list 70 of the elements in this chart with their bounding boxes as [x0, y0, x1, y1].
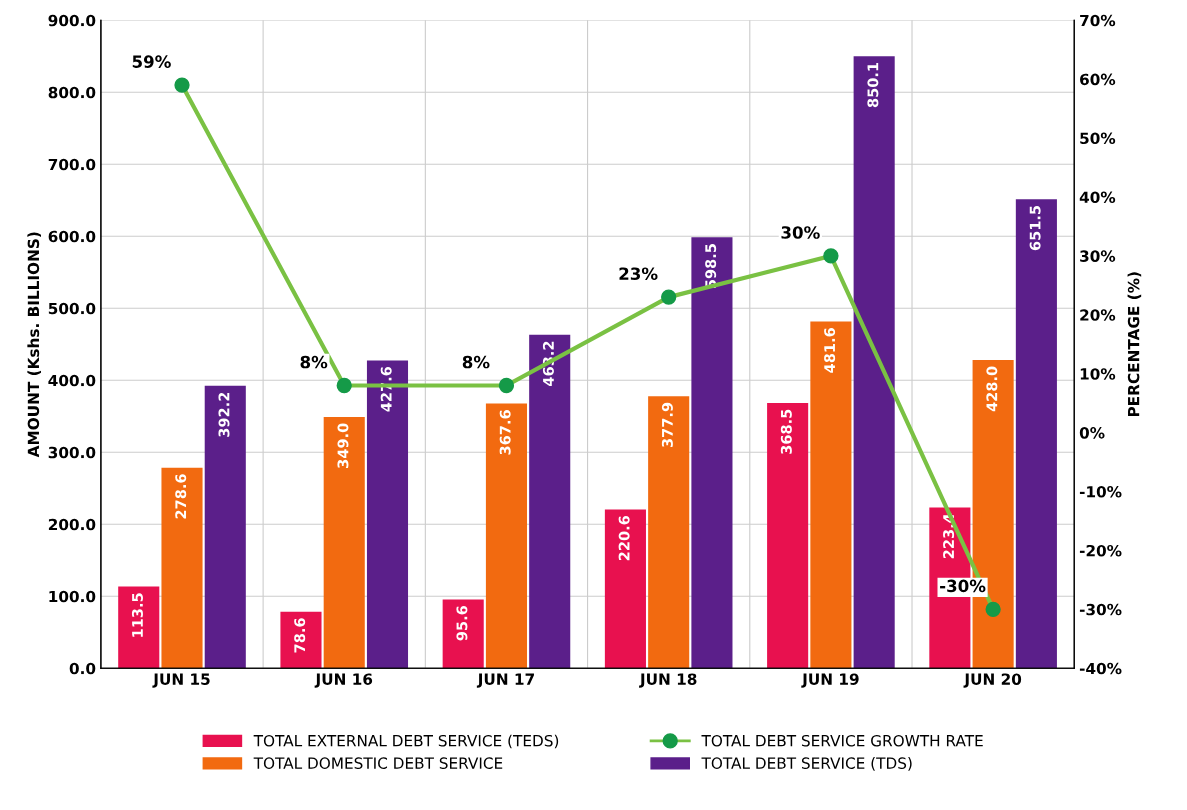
x-tick-label: JUN 17	[476, 673, 534, 688]
y2-axis-title: PERCENTAGE (%)	[1127, 272, 1142, 417]
y2-tick-label: 70%	[1080, 14, 1116, 27]
data-label: 23%	[619, 267, 658, 280]
y-tick-label: 500.0	[48, 302, 96, 315]
bar	[161, 467, 203, 669]
bar	[529, 334, 571, 669]
data-label: 651.5	[1029, 205, 1041, 251]
data-label: 349.0	[337, 423, 349, 468]
data-label: 8%	[462, 355, 490, 369]
legend-label: TOTAL DOMESTIC DEBT SERVICE	[253, 757, 503, 769]
bar	[280, 611, 322, 669]
bar	[442, 599, 484, 669]
data-label: 95.6	[456, 605, 468, 641]
data-label: 113.5	[131, 593, 143, 637]
y2-tick-label: -10%	[1079, 485, 1122, 498]
data-label: 367.6	[499, 410, 511, 455]
x-tick-label: JUN 18	[639, 673, 697, 688]
data-label: 368.5	[780, 409, 792, 454]
bar	[691, 237, 733, 669]
y2-tick-label: 40%	[1079, 191, 1116, 203]
x-tick-label: JUN 16	[314, 673, 373, 688]
bar	[767, 402, 809, 669]
bar	[366, 360, 409, 669]
data-label: 377.9	[661, 402, 673, 448]
y-tick-label: 900.0	[48, 14, 96, 27]
y-axis-title: AMOUNT (Kshs. BILLIONS)	[27, 232, 41, 458]
y-tick-label: 100.0	[49, 590, 96, 603]
y2-tick-label: 60%	[1080, 73, 1116, 86]
legend-label: TOTAL DEBT SERVICE (TDS)	[701, 757, 912, 771]
y2-tick-label: -40%	[1079, 662, 1122, 675]
bar	[648, 396, 690, 669]
data-label: 78.6	[294, 618, 306, 653]
bar	[204, 385, 246, 669]
data-label: 59%	[132, 55, 171, 68]
y-tick-label: 800.0	[48, 86, 96, 99]
y-tick-label: 400.0	[48, 374, 96, 387]
y2-tick-label: 0%	[1079, 427, 1105, 439]
data-label: 30%	[781, 226, 820, 239]
y2-tick-label: 50%	[1080, 132, 1116, 145]
data-label: 481.6	[824, 328, 836, 373]
y-tick-label: 600.0	[48, 230, 96, 243]
x-tick-label: JUN 15	[152, 673, 210, 688]
data-label: 8%	[300, 355, 328, 369]
bar	[323, 416, 365, 669]
y-tick-label: 200.0	[48, 518, 96, 531]
data-label: -30%	[940, 579, 986, 593]
y-tick-label: 0.0	[69, 662, 96, 675]
bar	[118, 586, 160, 669]
y2-tick-label: 20%	[1080, 309, 1116, 321]
data-label: 392.2	[218, 392, 230, 437]
y2-tick-label: 10%	[1080, 368, 1116, 380]
y-tick-label: 700.0	[48, 158, 96, 171]
bar	[485, 403, 527, 669]
bar	[1015, 199, 1057, 669]
data-label: 278.6	[175, 474, 187, 519]
y2-tick-label: -20%	[1079, 544, 1122, 557]
data-label: 220.6	[618, 515, 630, 561]
data-label: 428.0	[986, 366, 998, 412]
legend-label: TOTAL DEBT SERVICE GROWTH RATE	[701, 734, 983, 747]
data-label: 850.1	[867, 62, 879, 108]
bar	[853, 56, 895, 669]
x-tick-label: JUN 20	[963, 673, 1022, 688]
legend-label: TOTAL EXTERNAL DEBT SERVICE (TEDS)	[253, 734, 559, 749]
y-tick-label: 300.0	[48, 446, 96, 459]
y2-tick-label: 30%	[1080, 250, 1116, 262]
bar	[810, 321, 852, 669]
bar	[604, 509, 646, 669]
y2-tick-label: -30%	[1079, 603, 1122, 616]
x-tick-label: JUN 19	[801, 673, 859, 688]
